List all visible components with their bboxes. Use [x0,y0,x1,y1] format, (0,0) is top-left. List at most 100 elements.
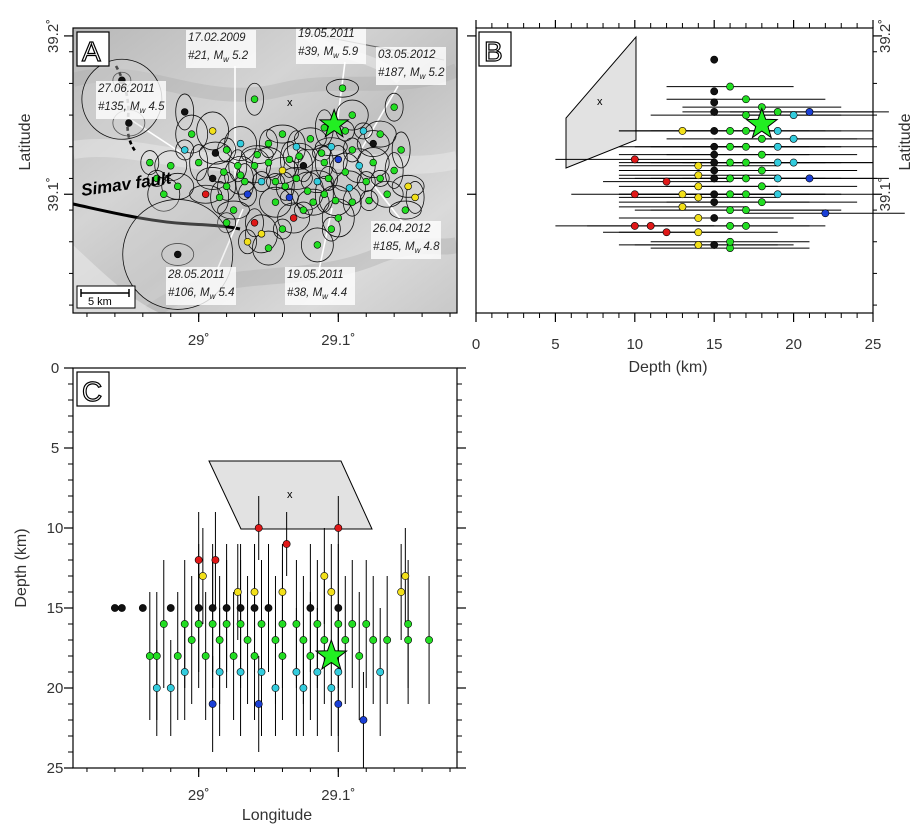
event-marker [110,604,119,612]
event-marker [742,95,750,104]
event-marker [299,684,308,692]
annotation-event: #135, Mw 4.5 [98,101,165,115]
error-ellipse [370,170,390,187]
event-marker [726,174,734,183]
event-marker [271,684,280,692]
event-marker [306,135,315,143]
error-ellipse [326,78,359,98]
event-marker [320,572,329,580]
event-marker [773,127,782,135]
event-marker [821,209,830,218]
event-marker [125,119,133,127]
event-marker [376,174,384,183]
error-ellipse [342,148,376,184]
event-marker [306,604,315,612]
event-marker [383,190,391,198]
event-marker [313,668,322,676]
y-axis-label-c: Depth (km) [13,528,30,607]
event-marker [757,182,766,191]
event-marker [257,668,266,676]
annotation-event: #187, Mw 5.2 [378,67,445,81]
event-marker [331,196,340,205]
event-marker [341,636,350,644]
event-marker [334,668,343,676]
event-annotation: 26.04.2012 #185, Mw 4.8 [371,221,441,259]
event-marker [355,652,364,660]
event-annotation: 17.02.2009 #21, Mw 5.2 [186,30,256,68]
event-marker [757,150,766,159]
event-marker [187,636,196,644]
event-marker [710,127,719,135]
event-marker [630,190,639,199]
y-tick-label: 25 [47,760,64,777]
panel-a-map: x 17.02.2009 #21, Mw 5.2 19.05.2011 #39, Mw… [17,19,458,349]
y-tick-label: 39.2˚ [877,19,894,53]
error-ellipse [314,137,348,157]
error-ellipse [356,147,390,178]
event-marker [215,193,224,202]
y-axis-label-a: Latitude [17,113,34,170]
event-marker [198,572,207,580]
event-marker [146,158,154,167]
event-marker [278,652,287,660]
event-marker [160,190,168,198]
event-marker [710,55,719,64]
error-ellipse [280,189,299,206]
event-marker [789,134,798,143]
event-marker [742,111,750,119]
error-ellipse [319,166,338,191]
x-tick-label: 15 [706,336,723,353]
event-marker [215,668,224,676]
annotation-box [166,267,236,305]
error-ellipse [384,92,404,122]
x-tick-label: 10 [626,336,643,353]
event-marker [401,206,410,214]
event-marker [694,214,703,222]
event-marker [742,127,750,135]
annotation-event: #106, Mw 5.4 [168,287,235,301]
event-marker [390,103,398,111]
error-ellipse [224,126,257,161]
error-ellipse [175,114,209,154]
panel-letter-b: B [478,31,512,68]
event-marker [365,196,373,205]
event-marker [152,652,161,660]
event-marker [152,684,161,692]
event-marker [805,108,814,116]
event-marker [236,668,245,676]
y-tick-label: 39.1˚ [877,177,894,211]
event-marker [369,139,377,148]
event-annotations: 17.02.2009 #21, Mw 5.2 19.05.2011 #39, Mw 5… [96,26,446,305]
error-ellipse [293,201,313,219]
annotation-leader [127,117,181,153]
event-marker [678,190,687,199]
event-marker [174,250,182,259]
event-marker [710,198,719,207]
event-marker [397,146,405,154]
event-marker [138,604,147,612]
annotation-date: 27.06.2011 [97,83,155,95]
fault-plane-b [565,35,637,169]
event-marker [630,155,639,164]
x-tick-label: 5 [551,336,559,353]
event-marker [215,636,224,644]
event-marker [726,222,734,230]
event-marker [334,620,343,628]
error-ellipse [342,137,362,163]
error-ellipse [314,175,334,213]
event-marker [390,166,398,175]
annotation-leader [317,207,333,276]
event-marker [773,158,782,167]
error-ellipse [388,200,422,220]
events-c [110,524,433,724]
error-ellipse [228,149,248,183]
event-marker [694,241,703,249]
event-marker [181,146,189,154]
error-ellipse [238,229,257,255]
event-marker [229,206,238,214]
error-ellipse [252,230,285,266]
event-marker [348,620,357,628]
event-marker [243,636,252,644]
event-marker [257,230,266,238]
